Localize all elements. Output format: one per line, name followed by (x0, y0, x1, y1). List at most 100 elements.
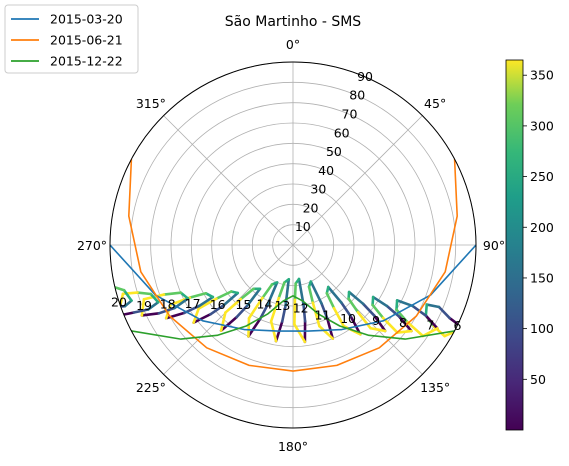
analemma-segment-16 (192, 312, 212, 324)
hour-label: 7 (426, 317, 434, 332)
analemma-segment-10 (340, 301, 352, 318)
analemma-segment-6 (424, 303, 429, 317)
analemma-segment-8 (371, 295, 375, 307)
analemma-segment-17 (164, 311, 186, 320)
legend: 2015-03-20 2015-06-21 2015-12-22 (4, 4, 139, 74)
radial-tick-label: 10 (295, 219, 311, 234)
analemma-segment-17 (188, 292, 208, 299)
angular-tick-label: 90° (483, 238, 505, 253)
analemma-curves (100, 277, 465, 344)
hour-label: 11 (314, 307, 330, 322)
analemma-segment-16 (192, 307, 200, 324)
analemma-segment-15 (219, 311, 227, 332)
analemma-segment-20 (123, 299, 133, 308)
hour-label: 9 (372, 313, 380, 328)
radial-tick-label: 90 (357, 69, 373, 84)
analemma-segment-8 (371, 295, 389, 308)
analemma-segment-16 (209, 303, 226, 316)
analemma-segment-18 (179, 291, 190, 300)
legend-box (4, 4, 139, 74)
hour-label: 8 (399, 315, 407, 330)
analemma-segment-18 (162, 291, 182, 296)
hour-label: 18 (160, 296, 176, 311)
analemma-segment-13 (280, 304, 287, 323)
analemma-segment-20 (122, 288, 133, 302)
analemma-segment-15 (246, 287, 262, 307)
analemma-segment-19 (146, 300, 160, 311)
hour-label: 13 (274, 298, 290, 313)
analemma-segment-16 (197, 297, 218, 310)
hour-label: 6 (454, 318, 462, 333)
analemma-segment-6 (437, 305, 451, 320)
analemma-segment-7 (395, 299, 399, 311)
analemma-segment-9 (369, 326, 387, 333)
analemma-segment-19 (149, 292, 160, 304)
analemma-segment-14 (247, 296, 264, 320)
analemma-segment-15 (219, 315, 238, 332)
radial-tick-labels: 10 20 30 40 50 60 70 80 90 (295, 69, 373, 234)
analemma-segment-10 (325, 292, 336, 310)
series-line-2015-12-22 (131, 295, 455, 340)
angular-tick-label: 0° (286, 37, 300, 52)
colorbar-ticks: 50 100 150 200 250 300 350 (523, 68, 554, 387)
angular-tick-label: 270° (77, 238, 107, 253)
analemma-segment-8 (385, 304, 401, 318)
analemma-segment-13 (277, 281, 286, 300)
analemma-segment-10 (326, 285, 343, 304)
analemma-segment-8 (396, 329, 413, 334)
analemma-segment-17 (204, 292, 215, 299)
analemma-segment-17 (197, 295, 215, 308)
analemma-segment-9 (373, 314, 387, 333)
analemma-segment-13 (284, 278, 291, 307)
analemma-segment-15 (235, 303, 250, 319)
analemma-segment-20 (110, 284, 115, 288)
analemma-segment-19 (116, 311, 136, 318)
analemma-segment-11 (320, 302, 329, 321)
analemma-segment-14 (247, 318, 262, 338)
radial-tick-label: 80 (349, 88, 365, 103)
series-lines (110, 159, 476, 372)
analemma-segment-12 (302, 303, 307, 323)
angular-tick-label: 315° (136, 96, 166, 111)
analemma-segment-11 (326, 317, 335, 340)
analemma-segment-8 (371, 303, 385, 320)
polar-grid (109, 61, 477, 429)
analemma-segment-8 (397, 315, 413, 333)
colorbar-tick-label: 200 (530, 220, 554, 235)
hour-label: 12 (293, 301, 309, 316)
analemma-segment-11 (309, 280, 323, 305)
radial-tick-label: 20 (303, 200, 319, 215)
analemma-segment-9 (347, 297, 360, 314)
colorbar: 50 100 150 200 250 300 350 (505, 59, 554, 431)
analemma-segment-18 (140, 312, 161, 317)
legend-label: 2015-12-22 (50, 54, 123, 69)
analemma-segment-7 (395, 299, 414, 308)
hour-label: 15 (235, 297, 251, 312)
legend-label: 2015-06-21 (50, 33, 123, 48)
hour-label: 20 (111, 295, 127, 310)
hour-label: 14 (257, 296, 273, 311)
radial-tick-label: 70 (342, 107, 358, 122)
analemma-segment-20 (100, 286, 102, 308)
analemma-segment-9 (356, 310, 372, 330)
analemma-segment-13 (269, 296, 281, 323)
analemma-segment-9 (361, 302, 376, 318)
hour-label: 17 (185, 296, 201, 311)
hour-label: 19 (136, 298, 152, 313)
colorbar-tick-label: 100 (530, 321, 554, 336)
polar-frame (109, 61, 477, 429)
angular-tick-label: 135° (420, 380, 450, 395)
legend-entries: 2015-03-20 2015-06-21 2015-12-22 (11, 12, 123, 69)
series-line-2015-03-20 (110, 244, 476, 332)
radial-tick-label: 50 (326, 144, 342, 159)
angular-tick-label: 45° (424, 96, 446, 111)
analemma-segment-14 (261, 283, 274, 300)
angular-tick-labels: 0° 45° 90° 135° 180° 225° 270° 315° (77, 37, 505, 454)
radial-tick-label: 40 (318, 163, 334, 178)
analemma-segment-15 (224, 297, 243, 314)
analemma-segment-11 (311, 301, 321, 328)
analemma-segment-14 (247, 316, 251, 338)
analemma-segment-7 (421, 327, 439, 338)
series-line-2015-06-21 (127, 159, 459, 372)
